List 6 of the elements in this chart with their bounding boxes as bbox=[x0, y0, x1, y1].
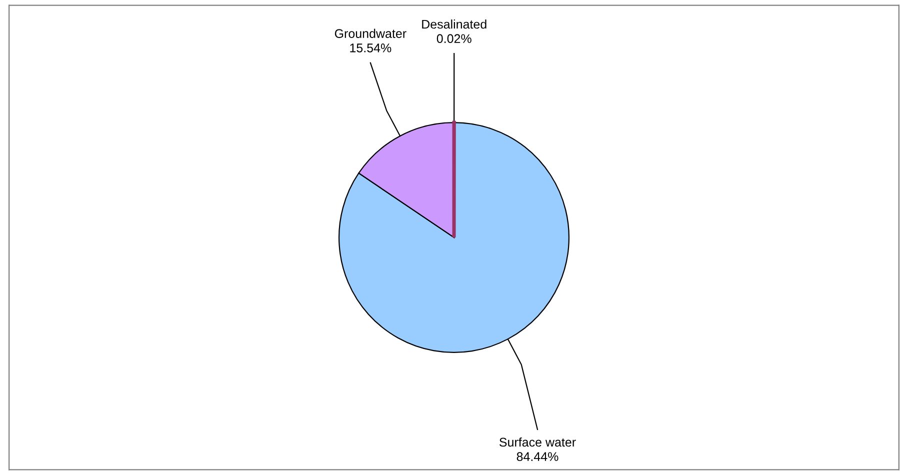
data-label: 84.44% bbox=[516, 452, 558, 462]
slice-label: Desalinated bbox=[422, 19, 486, 29]
data-label: 15.54% bbox=[350, 44, 392, 52]
slice-label: Surface water bbox=[499, 437, 576, 447]
data-label: 0.02% bbox=[436, 34, 472, 44]
slice-label: Groundwater bbox=[334, 28, 406, 38]
